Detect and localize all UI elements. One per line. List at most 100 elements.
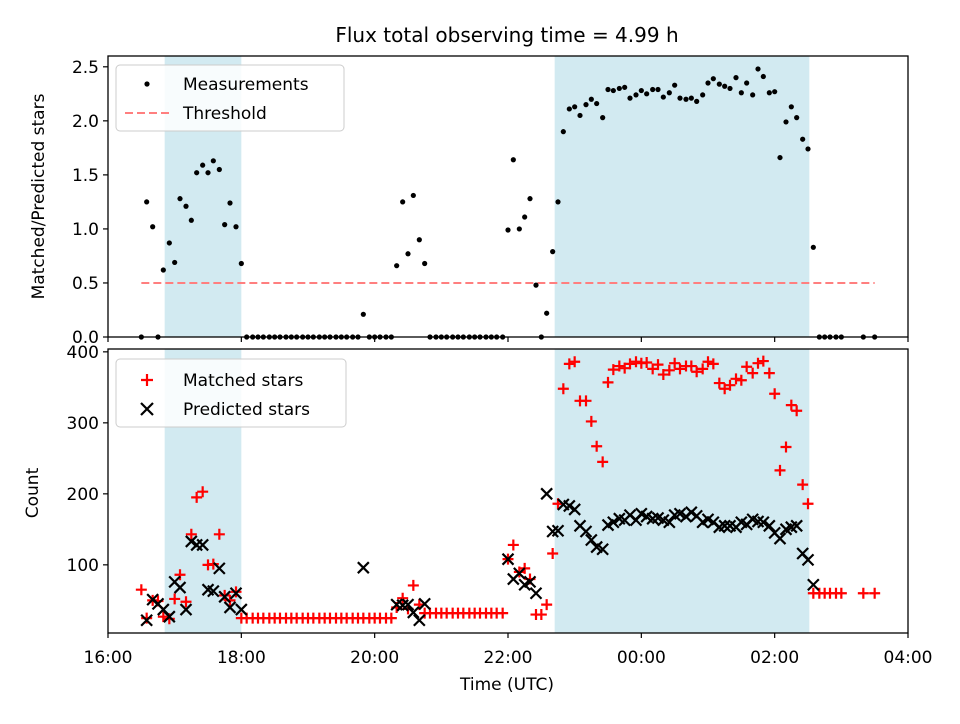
measurement-point [205,170,211,176]
predicted-star-point [790,519,803,533]
matched-star-point [835,587,847,599]
top-legend: Measurements Threshold [115,64,345,132]
predicted-star-point [357,561,370,574]
matched-star-point [697,363,709,375]
measurement-point [227,200,233,206]
measurement-point [216,166,222,173]
predicted-star-point [418,597,431,611]
bottom-y-tick-label: 300 [67,414,99,434]
measurement-point [238,260,244,267]
measurement-point [772,89,778,95]
measurement-point [627,95,633,101]
measurement-point [172,259,178,266]
matched-star-point [180,596,192,608]
measurement-point [633,92,639,98]
predicted-star-point [551,524,565,538]
x-tick-label: 16:00 [84,648,133,668]
matched-star-points [135,355,881,625]
measurement-point [416,237,422,243]
matched-star-point [563,358,575,370]
measurement-point [644,91,650,97]
top-y-tick-label: 1.5 [72,166,99,186]
bottom-panel: 100 200 300 400 16:00 18:00 20:00 22:00 00:00 02… [23,343,933,695]
x-tick-label: 00:00 [617,648,666,668]
matched-star-point [141,612,153,624]
measurement-point [650,86,656,93]
x-tick-label: 04:00 [884,648,933,668]
legend-measurements-marker [144,81,150,87]
matched-star-point [585,415,597,427]
bottom-legend-box [115,358,347,428]
predicted-star-point [229,586,243,600]
predicted-star-point [807,578,820,591]
measurement-point [738,90,744,96]
predicted-star-point [223,601,237,614]
predicted-star-point [413,613,426,627]
measurement-point [510,157,516,163]
measurement-point [527,196,533,202]
predicted-star-point [579,525,593,538]
matched-star-point [591,440,603,452]
bottom-legend: Matched stars Predicted stars [115,358,347,428]
bottom-shaded-interval [554,349,810,633]
measurement-point [160,267,166,273]
x-tick-label: 18:00 [217,648,266,668]
measurement-point [716,81,722,87]
measurement-point [200,162,206,168]
matched-star-point [407,579,419,591]
predicted-star-point [213,562,226,575]
measurement-point [166,240,172,246]
measurement-point [588,96,594,102]
matched-star-point [757,355,769,367]
measurement-point [544,310,550,316]
measurement-point [555,199,561,205]
measurement-point [222,222,228,228]
top-y-axis-label: Matched/Predicted stars [29,93,49,299]
matched-star-point [547,547,559,559]
bottom-y-ticks: 100 200 300 400 [67,343,108,576]
matched-star-point [185,528,197,540]
matched-star-point [557,383,569,395]
matched-star-point [607,364,619,376]
measurement-point [572,104,578,110]
predicted-star-point [568,503,581,516]
matched-star-point [397,592,409,604]
matched-star-point [541,599,553,611]
measurement-point [660,94,666,100]
measurement-point [744,80,750,86]
measurement-point [655,86,661,93]
predicted-star-point [523,575,537,589]
predicted-star-points [140,487,820,627]
matched-star-point [385,612,397,624]
measurement-point [522,214,528,220]
predicted-star-point [173,581,187,594]
top-panel: 0.0 0.5 1.0 1.5 2.0 2.5 Matched/Predicted sta… [29,55,909,348]
legend-matched-marker [141,374,153,386]
predicted-star-point [179,603,193,616]
measurement-point [144,199,150,205]
matched-star-point [752,357,764,369]
bottom-y-tick-label: 400 [67,343,99,363]
matched-star-point [630,356,642,368]
legend-predicted-label: Predicted stars [183,400,310,420]
matched-star-point [702,356,714,368]
x-axis-label: Time (UTC) [459,675,554,695]
measurement-point [672,82,678,88]
matched-star-point [169,593,181,605]
matched-star-point [713,377,725,389]
matched-star-point [802,498,814,510]
top-y-tick-label: 2.5 [72,58,99,78]
bottom-y-axis-label: Count [23,467,43,518]
top-y-ticks: 0.0 0.5 1.0 1.5 2.0 2.5 [72,58,108,348]
predicted-star-point [773,532,787,545]
matched-star-point [724,379,736,391]
matched-star-point [730,373,742,385]
matched-star-point [741,361,753,373]
matched-star-point [535,609,547,621]
matched-star-point [769,388,781,400]
matched-star-point [663,364,675,376]
measurement-point [688,95,694,101]
measurement-point [410,192,416,199]
x-tick-label: 20:00 [350,648,399,668]
predicted-star-point [513,567,526,580]
